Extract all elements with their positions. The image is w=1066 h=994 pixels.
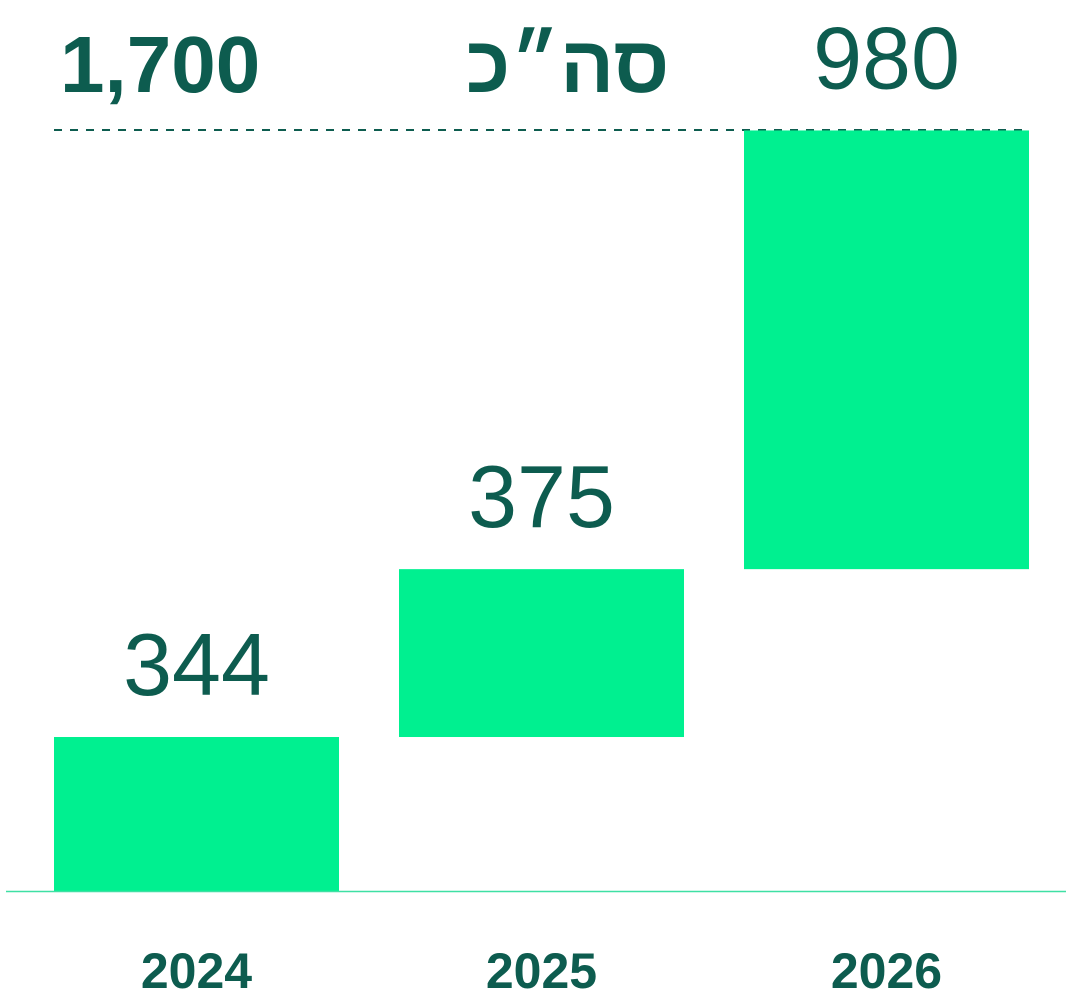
value-label: 375: [468, 447, 615, 546]
x-tick-label: 2026: [831, 943, 942, 994]
bar: [744, 130, 1029, 570]
total-value: 1,700: [60, 20, 260, 109]
bar: [399, 569, 684, 738]
x-tick-label: 2025: [486, 943, 597, 994]
x-tick-label: 2024: [141, 943, 252, 994]
value-label: 980: [813, 8, 960, 107]
total-title: סה״כ: [466, 20, 669, 109]
bar: [54, 737, 339, 891]
value-label: 344: [123, 615, 270, 714]
